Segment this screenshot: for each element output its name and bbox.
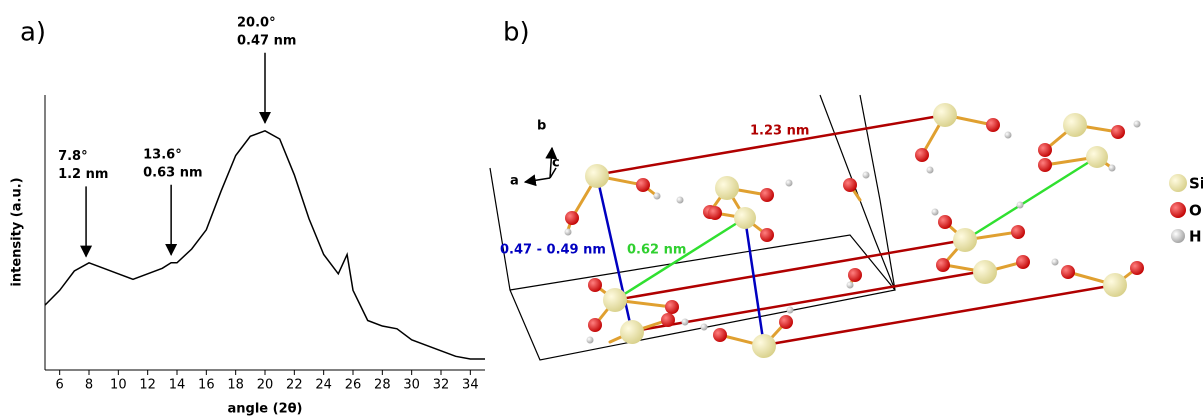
x-tick-label: 30 [403,378,420,393]
x-tick-label: 12 [139,378,156,393]
annotation-label: 13.6° [143,147,182,162]
annotation-label: 7.8° [58,149,88,164]
annotation-label: 20.0° [237,15,276,30]
x-tick-label: 34 [462,378,479,393]
xrd-curve [45,131,485,359]
axis-label: a [510,174,519,189]
x-tick-label: 6 [56,378,64,393]
distance-line [640,270,990,330]
x-tick-label: 10 [110,378,127,393]
axis-label: c [552,156,560,171]
legend-label: O [1189,202,1202,220]
x-tick-label: 18 [227,378,244,393]
axis-arrow [525,178,550,182]
legend-label: H [1189,228,1202,246]
distance-label: 0.47 - 0.49 nm [500,243,606,258]
legend-swatch [1169,174,1187,192]
x-tick-label: 32 [433,378,450,393]
x-tick-label: 26 [345,378,362,393]
x-tick-label: 28 [374,378,391,393]
x-tick-label: 8 [85,378,93,393]
x-tick-label: 22 [286,378,303,393]
x-tick-label: 16 [198,378,215,393]
distance-line [765,285,1115,345]
legend-swatch [1171,229,1185,243]
distance-label: 1.23 nm [750,124,809,139]
annotation-label: 0.47 nm [237,33,296,48]
x-tick-label: 20 [257,378,274,393]
distance-label: 0.62 nm [627,243,686,258]
annotation-label: 0.63 nm [143,165,202,180]
x-tick-label: 24 [315,378,332,393]
annotation-label: 1.2 nm [58,167,108,182]
h-atoms [565,121,1141,344]
x-axis-label: angle (2θ) [228,402,303,417]
panel-label: b) [503,18,530,48]
y-axis-label: intensity (a.u.) [10,177,25,286]
legend-swatch [1170,202,1186,218]
distance-line [965,157,1097,240]
axis-label: b [537,119,546,134]
o-atoms [565,118,1144,342]
panel-label: a) [20,18,46,48]
x-tick-label: 14 [169,378,186,393]
figure: a) b) angle (2θ) intensity (a.u.) [0,0,1203,419]
crystal-structure: a b c 1.23 nm 0.47 - 0.49 nm 0.62 nm Si … [490,95,1203,360]
legend-label: Si [1189,175,1203,193]
